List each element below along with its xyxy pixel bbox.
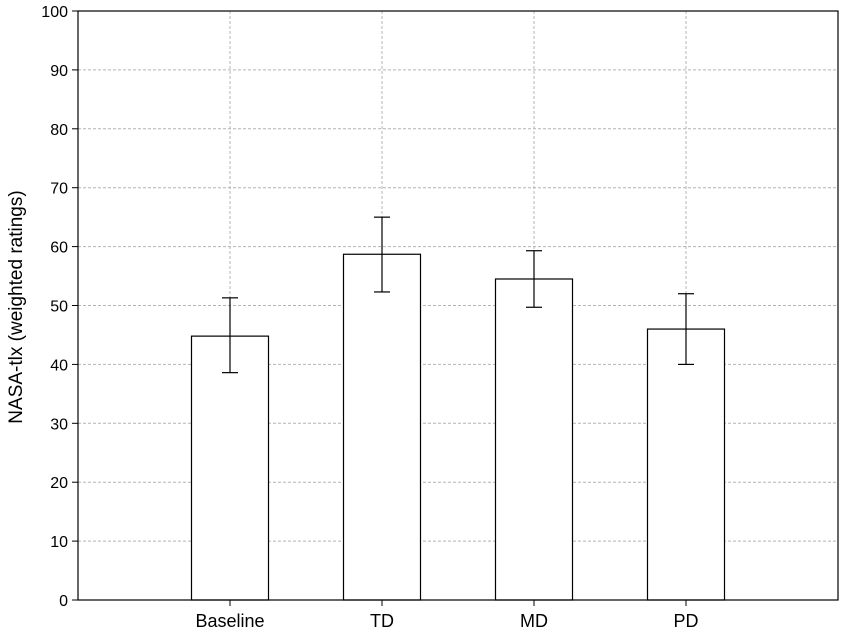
error-bars [222,216,694,374]
y-tick-label: 40 [50,357,68,374]
x-tick-label: TD [370,611,394,631]
y-tick-label: 70 [50,181,68,198]
x-tick-label: PD [673,611,698,631]
y-tick-label: 30 [50,416,68,433]
x-axis-ticks: Baseline TD MD PD [195,600,699,631]
x-tick-label: MD [520,611,548,631]
y-tick-label: 80 [50,122,68,139]
y-tick-label: 20 [50,475,68,492]
bar-td [342,253,422,601]
bar-md [494,278,574,601]
y-axis-title: NASA-tlx (weighted ratings) [6,190,27,423]
y-tick-label: 60 [50,240,68,257]
bar-baseline [190,335,270,601]
y-axis-ticks: 0 10 20 30 40 50 60 70 80 90 100 [41,4,78,610]
y-tick-label: 50 [50,299,68,316]
bar-pd [646,328,726,601]
x-tick-label: Baseline [195,611,264,631]
y-tick-label: 10 [50,534,68,551]
y-tick-label: 0 [59,593,68,610]
y-tick-label: 90 [50,63,68,80]
bars [190,253,726,601]
y-tick-label: 100 [41,4,68,21]
